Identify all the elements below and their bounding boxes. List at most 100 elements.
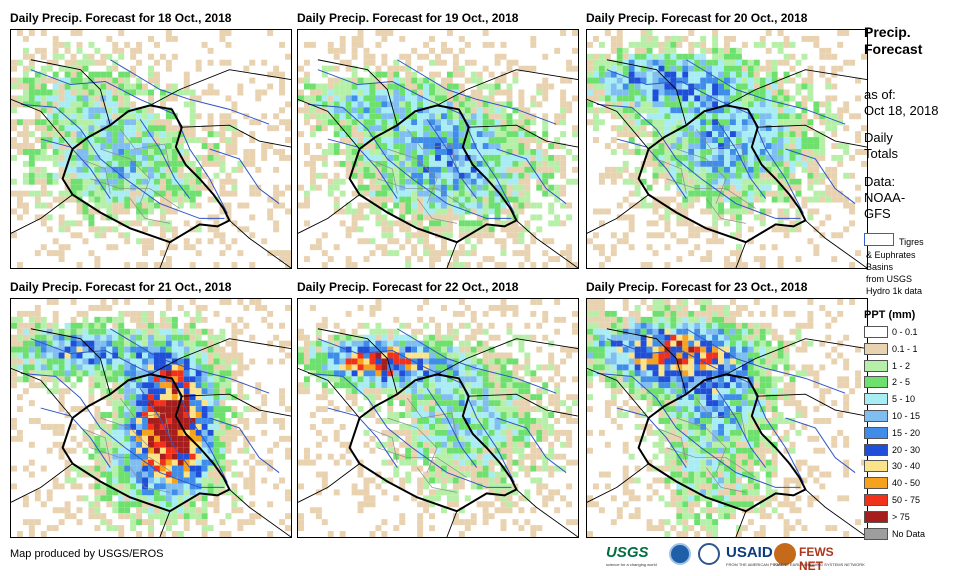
legend-row: 10 - 15 xyxy=(864,410,964,424)
forecast-panel-21-oct: Daily Precip. Forecast for 21 Oct., 2018 xyxy=(10,280,292,540)
neighbor-border xyxy=(11,463,291,537)
map-canvas xyxy=(11,299,291,537)
legend-row: > 75 xyxy=(864,510,964,525)
precip-raster xyxy=(11,299,291,537)
basin-line xyxy=(307,103,512,219)
panel-title: Daily Precip. Forecast for 23 Oct., 2018 xyxy=(586,280,808,294)
admin-boundary xyxy=(676,148,727,204)
neighbor-border xyxy=(468,393,578,417)
ppt-legend-title: PPT (mm) xyxy=(864,309,916,321)
neighbor-border xyxy=(181,393,291,417)
legend-row: 2 - 5 xyxy=(864,376,964,390)
basin-line xyxy=(715,118,767,199)
neighbor-border xyxy=(298,194,578,268)
basin-line2: & Euphrates xyxy=(866,250,916,260)
legend-swatch xyxy=(864,410,888,422)
basin-line xyxy=(785,148,856,204)
legend-label: > 75 xyxy=(892,511,910,522)
neighbor-border xyxy=(298,328,578,419)
neighbor-border xyxy=(181,124,291,148)
basin-line3: Basins xyxy=(866,262,894,272)
asof-label: as of: xyxy=(864,87,896,102)
precip-raster xyxy=(587,299,867,537)
noaa-logo-icon xyxy=(669,543,691,565)
basin-line xyxy=(596,372,801,488)
admin-boundary xyxy=(406,397,458,438)
legend-title-line1: Precip. xyxy=(864,24,911,40)
precip-map xyxy=(10,29,292,269)
admin-boundary xyxy=(367,158,398,194)
admin-boundary xyxy=(80,158,111,194)
usgs-tagline: science for a changing world xyxy=(606,562,657,567)
legend-row: 15 - 20 xyxy=(864,426,964,441)
basin-line xyxy=(20,103,225,219)
period-line2: Totals xyxy=(864,146,898,161)
panel-title: Daily Precip. Forecast for 21 Oct., 2018 xyxy=(10,280,232,294)
legend-label: 0.1 - 1 xyxy=(892,343,918,354)
admin-boundary xyxy=(416,467,457,493)
state-seal-icon xyxy=(698,543,720,565)
neighbor-border xyxy=(298,463,578,537)
map-canvas xyxy=(298,30,578,268)
panel-title: Daily Precip. Forecast for 18 Oct., 2018 xyxy=(10,11,232,25)
forecast-panel-19-oct: Daily Precip. Forecast for 19 Oct., 2018 xyxy=(297,11,579,271)
legend-swatch xyxy=(864,510,888,523)
data-source-line3: GFS xyxy=(864,206,891,221)
legend-label: 15 - 20 xyxy=(892,427,921,438)
admin-boundary xyxy=(80,427,111,463)
period-line1: Daily xyxy=(864,130,893,145)
basin-line xyxy=(616,138,687,199)
map-credit: Map produced by USGS/EROS xyxy=(10,548,164,560)
precip-raster xyxy=(298,30,578,268)
panel-title: Daily Precip. Forecast for 20 Oct., 2018 xyxy=(586,11,808,25)
admin-boundary xyxy=(416,198,457,224)
legend-row: 40 - 50 xyxy=(864,477,964,491)
map-canvas xyxy=(587,30,867,268)
precip-map xyxy=(10,298,292,538)
data-source-line1: Data: xyxy=(864,174,896,189)
basin-line xyxy=(686,59,846,125)
panel-title: Daily Precip. Forecast for 22 Oct., 2018 xyxy=(297,280,519,294)
basin-line xyxy=(327,138,398,199)
legend-row: No Data xyxy=(864,527,964,542)
basin-line xyxy=(40,138,111,199)
precip-raster xyxy=(587,30,867,268)
basin-line xyxy=(616,407,687,468)
usgs-logo: USGS xyxy=(606,544,649,561)
legend-sidebar: Precip. Forecast as of: Oct 18, 2018 Dai… xyxy=(864,0,967,576)
neighbor-border xyxy=(757,393,867,417)
neighbor-border xyxy=(11,59,291,150)
legend-swatch xyxy=(864,342,888,355)
admin-boundary xyxy=(406,128,458,169)
basin-line xyxy=(426,118,478,199)
legend-swatch xyxy=(864,477,888,490)
legend-swatch xyxy=(864,494,888,506)
basin-line xyxy=(397,59,557,125)
legend-swatch xyxy=(864,426,888,439)
legend-row: 0 - 0.1 xyxy=(864,326,964,340)
country-border xyxy=(348,104,518,244)
legend-label: 5 - 10 xyxy=(892,394,916,405)
legend-label: 2 - 5 xyxy=(892,377,911,388)
legend-label: No Data xyxy=(892,528,926,539)
basin-line xyxy=(20,372,225,488)
neighbor-border xyxy=(298,59,578,150)
basin-line xyxy=(686,328,846,394)
basin-line xyxy=(496,417,567,473)
country-border xyxy=(61,104,231,244)
basin-line4: from USGS xyxy=(866,274,913,284)
legend-swatch xyxy=(864,443,888,456)
neighbor-border xyxy=(11,194,291,268)
partner-logos: USGS science for a changing world USAID … xyxy=(606,540,865,573)
forecast-panel-23-oct: Daily Precip. Forecast for 23 Oct., 2018 xyxy=(586,280,868,540)
legend-swatch xyxy=(864,527,888,540)
map-canvas xyxy=(298,299,578,537)
usaid-tagline: FROM THE AMERICAN PEOPLE xyxy=(726,562,786,567)
basin-line xyxy=(426,387,478,468)
country-border xyxy=(637,104,807,244)
neighbor-border xyxy=(587,328,867,419)
map-canvas xyxy=(11,30,291,268)
basin-line xyxy=(139,387,191,468)
precip-raster xyxy=(298,299,578,537)
precip-raster xyxy=(11,30,291,268)
